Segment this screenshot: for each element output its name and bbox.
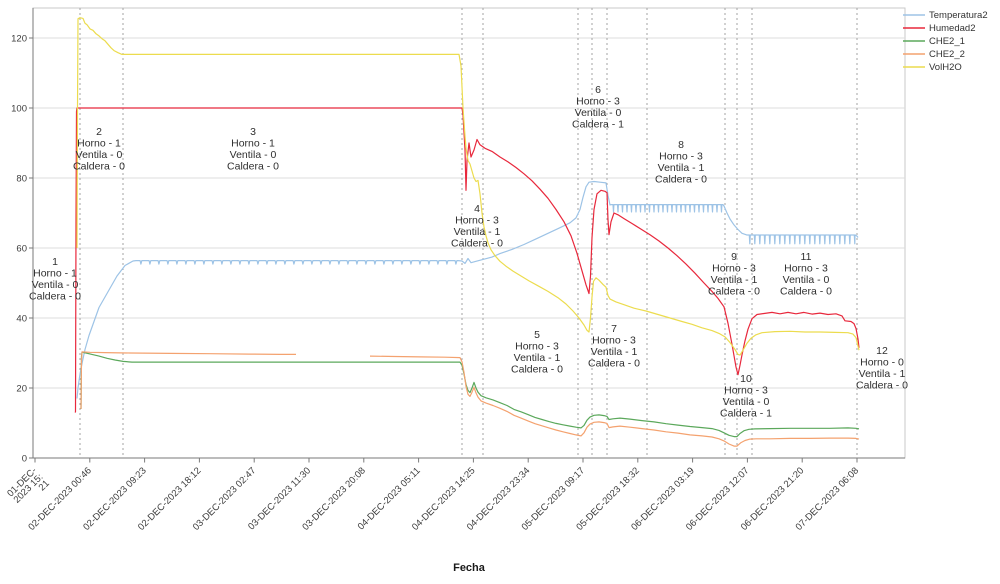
series-che2_2 (369, 355, 860, 447)
annotation-10: 10 Horno - 3 Ventila - 0 Caldera - 1 (720, 373, 772, 420)
y-tick-label: 40 (16, 314, 27, 325)
legend-label-che2_2: CHE2_2 (929, 49, 965, 60)
series-humedad2 (74, 107, 860, 413)
series-temperatura2 (76, 180, 859, 399)
annotation-5: 5 Horno - 3 Ventila - 1 Caldera - 0 (511, 329, 563, 376)
annotation-2: 2 Horno - 1 Ventila - 0 Caldera - 0 (73, 126, 125, 173)
annotation-4: 4 Horno - 3 Ventila - 1 Caldera - 0 (451, 203, 503, 250)
y-tick-label: 120 (11, 34, 27, 45)
y-tick-label: 60 (16, 244, 27, 255)
series-volh2o (76, 17, 860, 356)
series-che2_1 (80, 351, 860, 438)
y-tick-label: 20 (16, 384, 27, 395)
y-tick-label: 0 (22, 454, 27, 465)
annotation-9: 9 Horno - 3 Ventila - 1 Caldera - 0 (708, 251, 760, 298)
legend-label-temperatura2: Temperatura2 (929, 10, 988, 21)
annotation-8: 8 Horno - 3 Ventila - 1 Caldera - 0 (655, 139, 707, 186)
y-tick-label: 100 (11, 104, 27, 115)
legend-label-humedad2: Humedad2 (929, 23, 975, 34)
x-tick-label: 01-DEC-2023 15:21 (5, 465, 52, 512)
annotation-3: 3 Horno - 1 Ventila - 0 Caldera - 0 (227, 126, 279, 173)
annotation-6: 6 Horno - 3 Ventila - 0 Caldera - 1 (572, 84, 624, 131)
legend: Temperatura2 Humedad2 CHE2_1 CHE2_2 VolH2O (903, 10, 988, 73)
legend-label-volh2o: VolH2O (929, 62, 962, 73)
annotation-11: 11 Horno - 3 Ventila - 0 Caldera - 0 (780, 251, 832, 298)
x-axis-title: Fecha (453, 562, 485, 574)
annotation-12: 12 Horno - 0 Ventila - 1 Caldera - 0 (856, 345, 908, 392)
annotation-7: 7 Horno - 3 Ventila - 1 Caldera - 0 (588, 323, 640, 370)
annotation-1: 1 Horno - 1 Ventila - 0 Caldera - 0 (29, 256, 81, 303)
y-tick-label: 80 (16, 174, 27, 185)
series-che2_2 (80, 351, 296, 410)
legend-label-che2_1: CHE2_1 (929, 36, 965, 47)
